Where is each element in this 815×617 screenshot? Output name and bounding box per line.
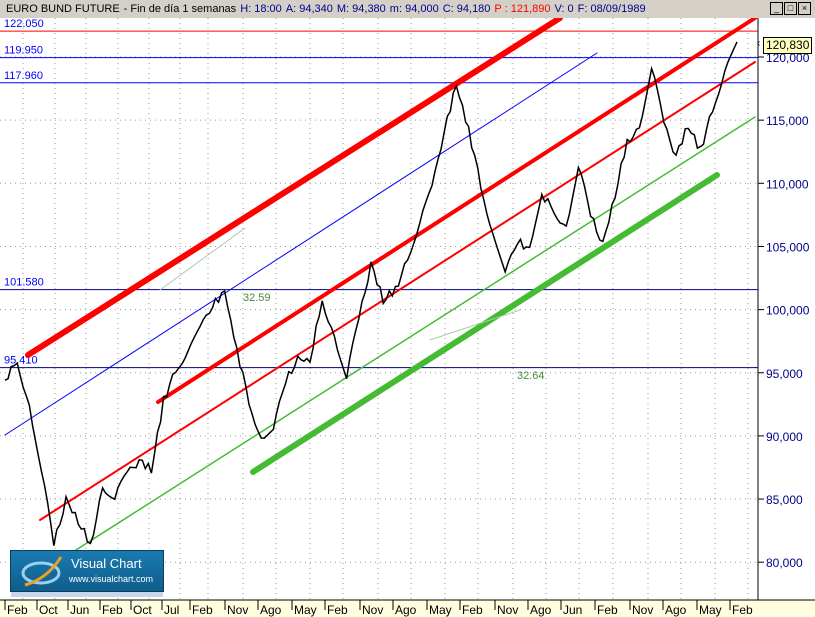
x-tick-label: May	[699, 603, 722, 617]
channel-line	[4, 52, 598, 436]
y-tick-label: 110,000	[766, 177, 809, 191]
support-line-thick	[250, 172, 720, 475]
close-button[interactable]: ×	[798, 2, 811, 15]
x-tick-label: Nov	[632, 603, 653, 617]
plot-area	[0, 18, 758, 600]
x-tick-label: Nov	[497, 603, 518, 617]
y-tick-label: 80,000	[766, 556, 803, 570]
y-tick-label: 120,000	[766, 51, 810, 65]
logo-swoosh-icon	[21, 556, 63, 587]
visual-chart-logo: Visual Chart www.visualchart.com	[10, 550, 164, 592]
parallel-guide	[159, 227, 246, 291]
logo-url: www.visualchart.com	[69, 574, 154, 584]
x-tick-label: Jun	[563, 603, 582, 617]
channel-width-label: 32.59	[243, 292, 271, 304]
parallel-guide	[429, 309, 521, 341]
y-tick-label: 95,000	[766, 367, 803, 381]
date: F: 08/09/1989	[577, 3, 646, 15]
price-chart[interactable]: Feb Oct Jun Feb Oct Jul Feb Nov Ago May Feb Nov Ago M…	[0, 18, 815, 617]
y-tick-label: 115,000	[766, 114, 809, 128]
x-tick-label: Feb	[462, 603, 483, 617]
y-tick-label: 85,000	[766, 493, 803, 507]
x-tick-label: Jun	[70, 603, 89, 617]
x-tick-label: Oct	[39, 603, 58, 617]
x-tick-label: Nov	[227, 603, 248, 617]
price: P : 121,890	[494, 3, 551, 15]
x-tick-label: May	[429, 603, 452, 617]
x-tick-label: Feb	[327, 603, 348, 617]
y-tick-label: 105,000	[766, 240, 810, 254]
x-tick-label: May	[294, 603, 317, 617]
price-series	[4, 41, 738, 546]
window-controls: _ □ ×	[770, 2, 811, 15]
x-tick-label: Oct	[133, 603, 152, 617]
open: A: 94,340	[285, 3, 333, 15]
x-tick-label: Ago	[260, 603, 282, 617]
low: m: 94,000	[389, 3, 439, 15]
horizontal-level-label: 122.050	[4, 18, 44, 30]
price-axis	[758, 18, 815, 600]
title-bar: EURO BUND FUTURE - Fin de día 1 semanas H:…	[0, 0, 815, 18]
x-tick-label: Ago	[530, 603, 552, 617]
high: M: 94,380	[336, 3, 386, 15]
horizontal-level-label: 117.960	[4, 70, 43, 82]
last-price-arrow-icon: ‹	[757, 38, 761, 49]
x-tick-label: Feb	[597, 603, 618, 617]
time-axis	[0, 600, 815, 617]
logo-title: Visual Chart	[71, 556, 142, 571]
instrument-name: EURO BUND FUTURE	[6, 3, 120, 15]
x-tick-label: Feb	[7, 603, 28, 617]
period: - Fin de día 1 semanas	[123, 3, 237, 15]
y-tick-label: 90,000	[766, 430, 803, 444]
horizontal-level-label: 95.410	[4, 355, 38, 367]
x-tick-label: Ago	[395, 603, 417, 617]
x-tick-label: Feb	[732, 603, 753, 617]
hour: H: 18:00	[240, 3, 282, 15]
horizontal-level-label: 119.950	[4, 45, 43, 57]
resistance-line-lower	[39, 61, 756, 521]
last-price-label: 120,830	[763, 37, 813, 54]
close: C: 94,180	[442, 3, 491, 15]
x-tick-label: Feb	[192, 603, 213, 617]
resistance-line-top	[25, 18, 563, 358]
channel-width-label: 32.64	[517, 370, 545, 382]
y-tick-label: 100,000	[766, 304, 810, 318]
minimize-button[interactable]: _	[770, 2, 783, 15]
x-tick-label: Feb	[102, 603, 123, 617]
horizontal-level-label: 101.580	[4, 277, 44, 289]
maximize-button[interactable]: □	[784, 2, 797, 15]
volume: V: 0	[554, 3, 574, 15]
x-tick-label: Nov	[362, 603, 383, 617]
x-tick-label: Ago	[665, 603, 687, 617]
support-line-thin	[64, 116, 756, 558]
x-tick-label: Jul	[164, 603, 179, 617]
